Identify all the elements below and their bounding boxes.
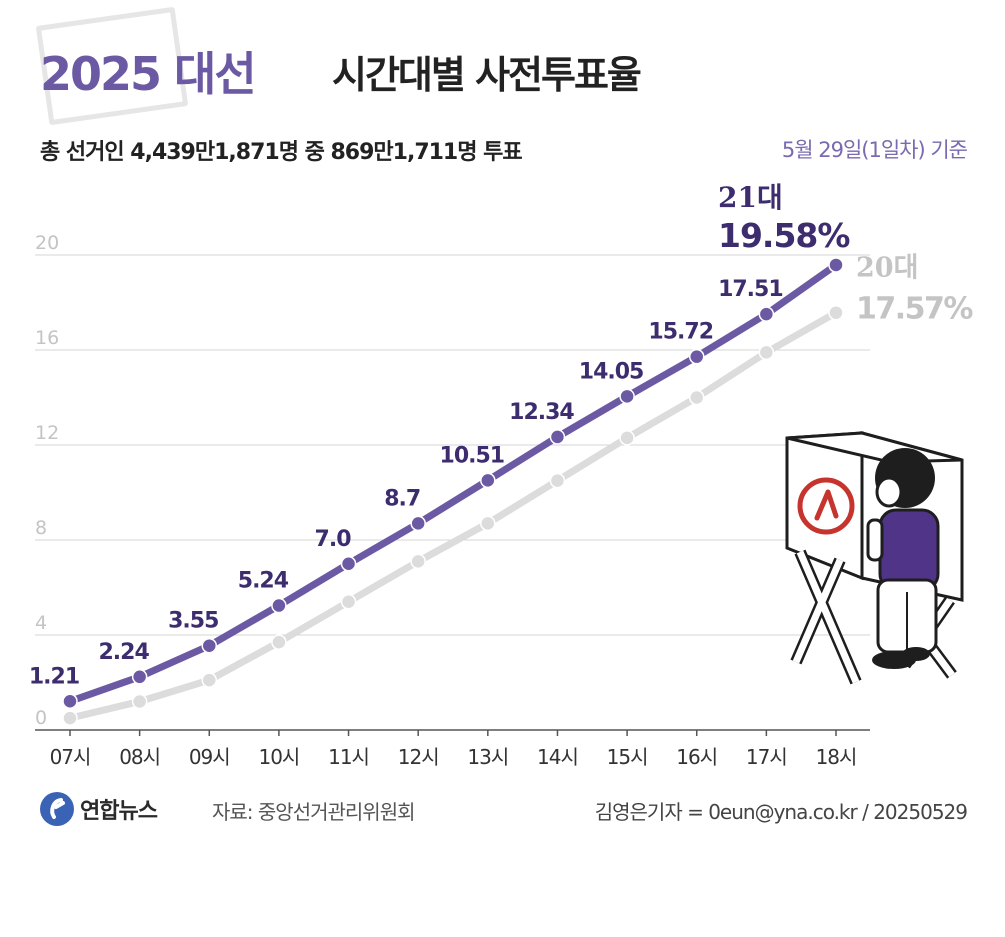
x-tick-label: 11시 [328,745,369,769]
data-point [758,344,775,361]
grid [35,254,870,731]
credit: 김영은기자 = 0eun@yna.co.kr / 20250529 [594,800,968,824]
data-point [828,304,844,321]
y-tick-label: 20 [35,232,59,254]
data-point [410,553,426,570]
x-tick-label: 12시 [398,745,439,769]
series-line [66,309,840,722]
data-label: 14.05 [579,359,644,384]
y-axis-ticks: 0 4 8 12 16 20 [35,232,59,729]
source: 자료: 중앙선거관리위원회 [212,800,415,824]
y-tick-label: 4 [35,612,47,634]
data-point [340,556,357,572]
series-name-20: 20대 [856,253,918,284]
data-point [131,693,148,710]
x-tick-label: 13시 [467,745,508,769]
series-20 [62,304,844,726]
y-tick-label: 12 [35,422,59,444]
end-label-21: 19.58% [718,216,850,255]
x-tick-label: 18시 [816,745,857,769]
data-point [201,672,218,688]
data-label: 17.51 [718,277,783,302]
data-label: 15.72 [648,320,713,345]
x-tick-label: 08시 [119,745,160,769]
data-point [619,430,635,446]
y-tick-label: 16 [35,327,59,349]
voting-booth-illustration [785,431,964,685]
data-point [549,429,566,445]
data-point [271,597,287,614]
series-21 [62,257,844,710]
data-point [688,348,705,365]
data-label: 2.24 [98,640,149,665]
series-name-21: 21대 [718,181,783,214]
data-point [62,693,78,710]
data-label: 3.55 [168,609,218,634]
data-point [201,637,218,654]
yonhap-logo-icon [40,792,74,826]
x-tick-label: 09시 [189,745,230,769]
x-axis-ticks: 07시 08시 09시 10시 11시 12시 13시 14시 15시 16시 17시 18시 [50,730,857,769]
vote-stamp-icon [797,477,855,535]
data-point [480,472,496,489]
data-label: 5.24 [238,569,289,594]
data-point [410,515,426,532]
data-labels: 1.21 2.24 3.55 5.24 7.0 8.7 10.5112.3414.0515.… [29,181,975,689]
logo: 연합뉴스 [40,792,158,826]
data-point [619,388,635,405]
x-tick-label: 15시 [607,745,648,769]
subtitle: 총 선거인 4,439만1,871명 중 869만1,711명 투표 [40,140,523,165]
x-tick-label: 16시 [676,745,717,769]
x-tick-label: 17시 [746,745,787,769]
data-point [340,594,357,610]
data-label: 7.0 [315,527,352,552]
data-label: 12.34 [509,400,574,425]
data-label: 1.21 [29,664,79,689]
x-tick-label: 07시 [50,745,91,769]
data-point [549,472,566,489]
data-point [62,710,78,726]
end-label-20: 17.57% [856,292,973,327]
data-point [688,389,705,406]
x-tick-label: 14시 [537,745,578,769]
page-title: 시간대별 사전투표율 [332,53,642,97]
data-point [271,634,287,650]
series-line [66,261,840,705]
title-highlight: 2025 대선 [40,47,257,101]
data-label: 10.51 [440,443,505,468]
data-point [480,515,496,532]
data-point [758,306,775,322]
basis-date: 5월 29일(1일차) 기준 [781,138,968,162]
x-tick-label: 10시 [258,745,299,769]
y-tick-label: 8 [35,517,47,539]
data-point [131,669,148,685]
y-tick-label: 0 [35,707,47,729]
logo-text: 연합뉴스 [80,799,158,824]
data-point [828,257,844,273]
data-label: 8.7 [384,486,420,511]
